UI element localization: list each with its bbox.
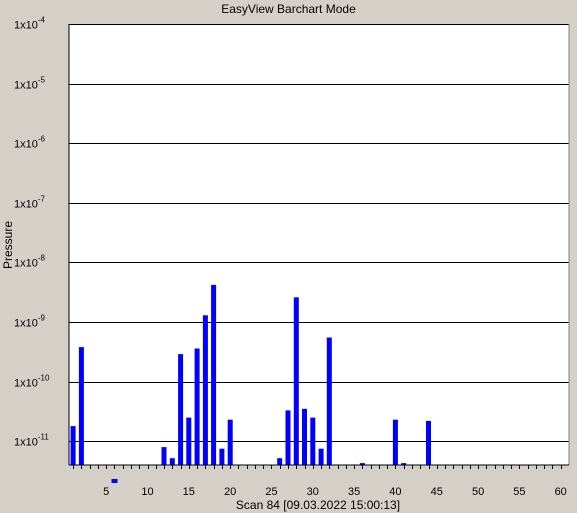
x-tick-label: 50 [472,486,484,498]
bar [277,458,283,465]
bar [70,426,76,465]
x-tick-label: 10 [141,486,153,498]
x-tick-label: 20 [224,486,236,498]
bar [359,463,365,465]
bar [392,419,398,465]
x-tick-label: 45 [431,486,443,498]
y-tick-label: 1x10-4 [14,16,46,32]
x-tick-label: 60 [555,486,567,498]
bar [293,297,299,465]
y-tick-label: 1x10-8 [14,254,46,270]
x-tick-label: 35 [348,486,360,498]
bar [318,448,324,465]
bar [186,417,192,465]
x-axis-label: Scan 84 [09.03.2022 15:00:13] [236,498,400,512]
bar [227,419,233,465]
x-tick-label: 5 [103,486,109,498]
bar [202,315,208,465]
plot-area [69,24,569,465]
y-tick-label: 1x10-5 [14,76,46,92]
x-tick-label: 40 [389,486,401,498]
x-tick-label: 55 [513,486,525,498]
x-tick-label: 15 [183,486,195,498]
chart-title: EasyView Barchart Mode [221,2,356,16]
y-tick-label: 1x10-9 [14,314,46,330]
bars [70,284,431,483]
grid-lines [69,24,569,442]
bar [401,463,407,465]
y-tick-label: 1x10-11 [14,433,49,449]
bar [78,347,84,465]
bar [178,354,184,465]
bar [426,420,431,465]
bar [285,410,291,465]
bar [194,348,200,465]
bar [326,337,332,465]
bar [211,284,217,465]
below-axis-marker [111,479,118,483]
y-tick-label: 1x10-6 [14,135,46,151]
bar [302,408,307,465]
bar [310,417,316,465]
x-tick-label: 25 [265,486,277,498]
y-ticks: 1x10-11 1x10-10 1x10-9 1x10-8 1x10-7 1x10-6 1x… [14,16,50,449]
bar [161,447,167,465]
x-tick-label: 30 [307,486,319,498]
x-ticks: 5 10 15 20 25 30 35 40 45 50 55 60 [73,465,567,498]
y-axis-label: Pressure [1,221,15,269]
bar [219,448,225,465]
y-tick-label: 1x10-10 [14,374,50,390]
y-tick-label: 1x10-7 [14,195,46,211]
bar [169,458,175,465]
